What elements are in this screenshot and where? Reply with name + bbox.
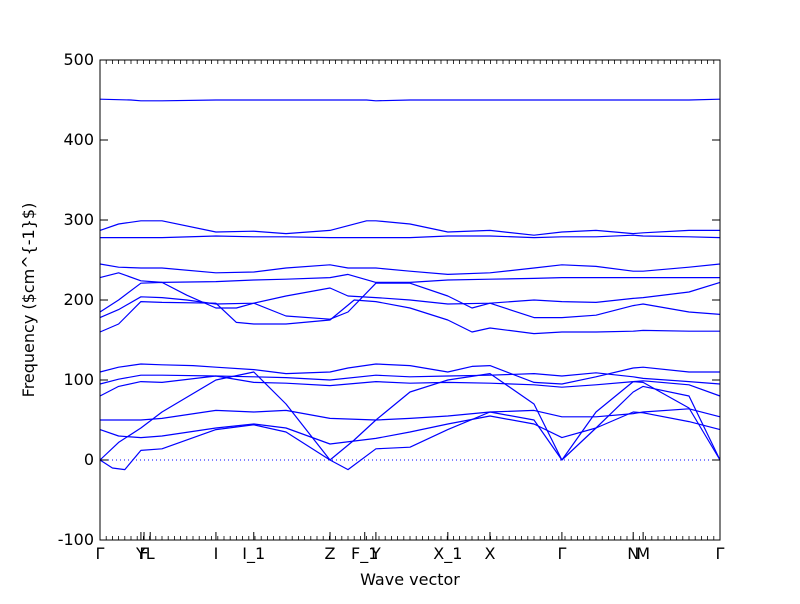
band-line-12 [100,408,721,421]
x-tick-label: N [627,544,639,563]
band-line-14 [99,385,721,471]
band-line-4 [99,263,721,275]
plot-frame [99,59,721,541]
x-tick-label: X [484,544,495,563]
band-line-10 [99,372,721,385]
x-tick-labels: Γ YFL I I_1 Z F_1Y X_1 X Γ NM Γ [96,544,725,564]
y-tick-label: -100 [58,530,94,549]
band-line-2 [99,220,720,236]
x-tick-label: I_1 [242,544,265,564]
y-tick-label: 100 [63,370,94,389]
y-tick-label: 200 [63,290,94,309]
band-line-3 [100,234,721,239]
band-line-15 [99,371,721,461]
band-line-1 [99,98,721,102]
y-tick-labels: -100 0 100 200 300 400 500 [58,50,94,549]
x-tick-label: Γ [716,544,725,563]
band-line-9 [99,363,720,385]
x-tick-label: F [139,544,148,563]
x-tick-label: Γ [557,544,566,563]
y-tick-label: 0 [84,450,94,469]
band-lines [99,98,721,471]
x-axis-label: Wave vector [360,570,460,589]
x-tick-label: Γ [96,544,105,563]
x-tick-label: X_1 [433,544,462,564]
x-tick-label: Z [325,544,336,563]
y-axis-label: Frequency ($cm^{-1}$) [19,203,38,398]
y-tick-label: 300 [63,210,94,229]
band-line-13 [99,411,721,445]
x-tick-label: Y [370,544,381,563]
x-tick-label: M [636,544,650,563]
band-line-6 [99,281,721,320]
band-line-5 [99,272,720,283]
x-tick-label: Y [135,544,146,563]
x-tick-label: I [214,544,219,563]
band-line-7 [99,281,721,319]
band-line-8 [99,299,720,335]
y-tick-label: 400 [63,130,94,149]
x-tick-label: L [146,544,155,563]
x-tick-label: F_1 [351,544,378,564]
y-tick-label: 500 [63,50,94,69]
